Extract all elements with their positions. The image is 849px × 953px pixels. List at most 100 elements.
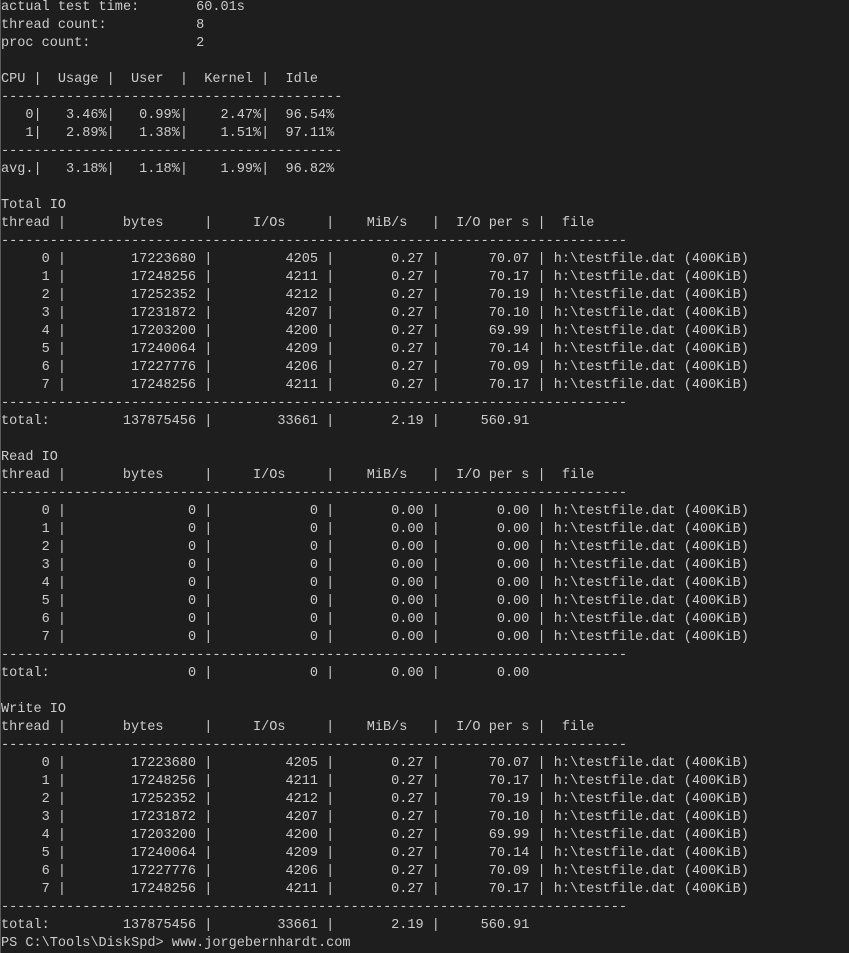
- command-input[interactable]: www.jorgebernhardt.com: [171, 936, 351, 951]
- io-table-row: 7 | 17248256 | 4211 | 0.27 | 70.17 | h:\testfile.d…: [1, 881, 849, 899]
- cell: 17223680: [131, 252, 197, 267]
- cell: 4209: [285, 342, 318, 357]
- column-separator: |: [326, 468, 335, 483]
- column-separator: |: [326, 810, 335, 825]
- cell: 0.00: [496, 540, 530, 555]
- column-separator: |: [106, 162, 115, 177]
- file-cell: h:\testfile.dat (400KiB): [553, 522, 749, 537]
- column-separator: |: [57, 576, 67, 591]
- io-table-row: 3 | 17231872 | 4207 | 0.27 | 70.10 | h:\testfile.d…: [1, 809, 849, 827]
- cell: 70.09: [488, 360, 530, 375]
- column-separator: |: [326, 540, 335, 555]
- total-cell: 560.91: [480, 918, 530, 933]
- summary-value: 8: [196, 18, 205, 33]
- cell: 0.27: [391, 810, 424, 825]
- io-total-row: total:|137875456|33661|2.19|560.91: [1, 917, 849, 935]
- column-header: Idle: [285, 72, 319, 87]
- total-cell: 0: [309, 666, 318, 681]
- column-separator: |: [431, 720, 440, 735]
- column-separator: |: [431, 288, 440, 303]
- column-separator: |: [204, 792, 213, 807]
- io-table-row: 4 | 17203200 | 4200 | 0.27 | 69.99 | h:\testfile.d…: [1, 827, 849, 845]
- cell: 2.89%: [66, 126, 107, 141]
- cell: 0.27: [391, 864, 424, 879]
- column-separator: |: [33, 162, 42, 177]
- column-separator: |: [537, 270, 546, 285]
- cell: 0.27: [391, 774, 424, 789]
- column-header: I/O per s: [456, 468, 530, 483]
- column-separator: |: [204, 774, 213, 789]
- column-header: MiB/s: [366, 468, 408, 483]
- file-cell: h:\testfile.dat (400KiB): [553, 630, 749, 645]
- cell: 0: [187, 540, 197, 555]
- column-separator: |: [326, 720, 335, 735]
- summary-line: thread count: 8: [1, 17, 849, 35]
- cell: 1: [41, 270, 50, 285]
- file-cell: h:\testfile.dat (400KiB): [553, 792, 749, 807]
- cell: 4211: [285, 882, 318, 897]
- separator-rule: ----------------------------------------…: [1, 144, 343, 159]
- cell: 1: [41, 774, 50, 789]
- file-cell: h:\testfile.dat (400KiB): [553, 360, 749, 375]
- cell: 17227776: [131, 360, 197, 375]
- total-cell: 2.19: [391, 414, 424, 429]
- cell: 17248256: [131, 882, 197, 897]
- cell: 4205: [285, 252, 318, 267]
- cell: 17203200: [131, 324, 197, 339]
- io-table-row: 6 | 17227776 | 4206 | 0.27 | 70.09 | h:\testfile.d…: [1, 863, 849, 881]
- column-separator: |: [431, 918, 440, 933]
- file-cell: h:\testfile.dat (400KiB): [553, 774, 749, 789]
- cell: 4200: [285, 324, 318, 339]
- column-separator: |: [57, 522, 67, 537]
- cell: 17203200: [131, 828, 197, 843]
- total-cell: 0.00: [496, 666, 530, 681]
- cell: 17227776: [131, 864, 197, 879]
- column-separator: |: [431, 342, 440, 357]
- column-separator: |: [326, 252, 335, 267]
- section-title: Total IO: [1, 198, 67, 213]
- column-separator: |: [261, 162, 270, 177]
- io-table-row: 0 | 17223680 | 4205 | 0.27 | 70.07 | h:\testfile.d…: [1, 251, 849, 269]
- separator-rule: ----------------------------------------…: [1, 396, 627, 411]
- column-header: thread: [1, 468, 50, 483]
- cell: 70.09: [488, 864, 530, 879]
- io-table-header: thread | bytes | I/Os | MiB/s | I/O per s | file: [1, 467, 849, 485]
- column-separator: |: [537, 720, 546, 735]
- cell: 17248256: [131, 378, 197, 393]
- file-cell: h:\testfile.dat (400KiB): [553, 306, 749, 321]
- cell: 0: [187, 558, 197, 573]
- cell: 0.00: [391, 612, 424, 627]
- column-separator: |: [537, 774, 546, 789]
- column-separator: |: [537, 810, 546, 825]
- file-cell: h:\testfile.dat (400KiB): [553, 342, 749, 357]
- column-separator: |: [204, 378, 213, 393]
- cell: 0.00: [496, 630, 530, 645]
- cell: 4212: [285, 288, 318, 303]
- column-separator: |: [204, 882, 213, 897]
- column-separator: |: [537, 522, 546, 537]
- column-separator: |: [57, 756, 67, 771]
- column-separator: |: [537, 306, 546, 321]
- column-separator: |: [57, 612, 67, 627]
- cell: 7: [41, 630, 50, 645]
- cell: 1.51%: [220, 126, 262, 141]
- column-header: I/Os: [252, 720, 286, 735]
- column-separator: |: [326, 324, 335, 339]
- column-separator: |: [261, 126, 270, 141]
- column-separator: |: [57, 828, 67, 843]
- column-separator: |: [537, 360, 546, 375]
- cell: 0.27: [391, 324, 424, 339]
- cell: 0: [187, 576, 197, 591]
- column-separator: |: [204, 414, 213, 429]
- column-separator: |: [204, 720, 213, 735]
- io-table-row: 2 | 17252352 | 4212 | 0.27 | 70.19 | h:\testfile.d…: [1, 791, 849, 809]
- column-header: file: [561, 216, 595, 231]
- column-separator: |: [326, 360, 335, 375]
- file-cell: h:\testfile.dat (400KiB): [553, 576, 749, 591]
- cell: 0.27: [391, 846, 424, 861]
- io-table-row: 0 | 17223680 | 4205 | 0.27 | 70.07 | h:\testfile.d…: [1, 755, 849, 773]
- column-separator: |: [204, 522, 213, 537]
- total-cell: 0.00: [391, 666, 424, 681]
- cell: 0.00: [496, 522, 530, 537]
